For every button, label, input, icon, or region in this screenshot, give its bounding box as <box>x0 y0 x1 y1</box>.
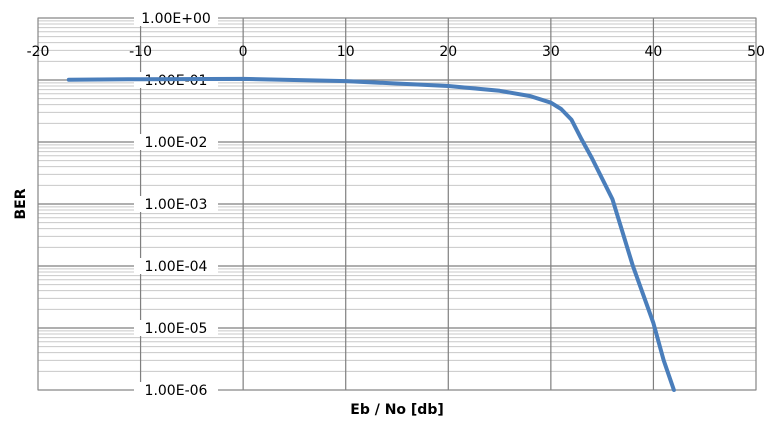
y-tick-labels: 1.00E+001.00E-011.00E-021.00E-031.00E-04… <box>134 10 218 399</box>
plot-area-border <box>37 17 757 391</box>
x-tick-label: 30 <box>542 44 560 60</box>
y-tick-label: 1.00E-03 <box>145 197 208 213</box>
y-tick-label: 1.00E-04 <box>145 259 208 275</box>
y-tick-label-bg <box>134 382 218 398</box>
x-tick-label: 40 <box>645 44 663 60</box>
y-tick-label-bg <box>134 10 218 26</box>
y-tick-label: 1.00E-05 <box>145 321 208 337</box>
x-tick-label: 50 <box>747 44 765 60</box>
y-tick-label-bg <box>134 134 218 150</box>
y-tick-label: 1.00E+00 <box>141 11 211 27</box>
ber-curve <box>66 76 676 392</box>
x-tick-label: 20 <box>439 44 457 60</box>
y-tick-label-bg <box>134 196 218 212</box>
x-tick-label: -10 <box>129 44 152 60</box>
y-tick-label-bg <box>134 258 218 274</box>
y-tick-label: 1.00E-06 <box>145 383 208 399</box>
x-axis-title: Eb / No [db] <box>350 402 444 418</box>
x-tick-label: 0 <box>239 44 248 60</box>
y-tick-label-bg <box>134 320 218 336</box>
x-tick-label: 10 <box>337 44 355 60</box>
y-tick-label: 1.00E-02 <box>145 135 208 151</box>
x-tick-label: -20 <box>27 44 50 60</box>
x-tick-labels: -20 -10 0 10 20 30 40 50 <box>27 44 765 60</box>
y-axis-title: BER <box>13 188 29 219</box>
